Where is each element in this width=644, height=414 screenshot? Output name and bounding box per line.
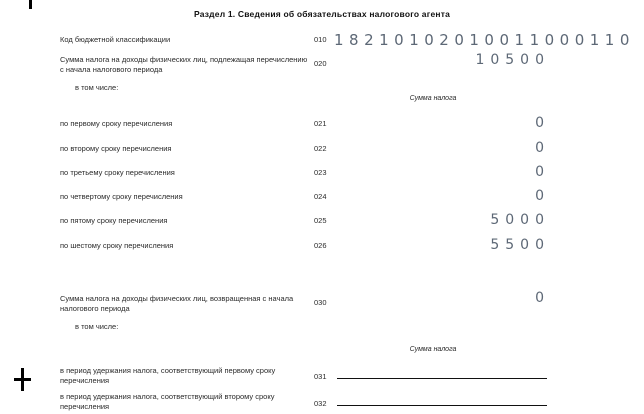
field-label-026: по шестому сроку перечисления (60, 241, 174, 250)
field-value-line-031 (337, 378, 547, 379)
field-label-023: по третьему сроку перечисления (60, 168, 175, 177)
field-code-024: 024 (314, 192, 327, 201)
section-title: Раздел 1. Сведения об обязательствах нал… (193, 9, 451, 19)
field-code-032: 032 (314, 399, 327, 408)
field-label-010: Код бюджетной классификации (60, 35, 171, 44)
field-value-022: 0 (535, 140, 550, 156)
field-value-line-032 (337, 405, 547, 406)
field-label-024: по четвертому сроку перечисления (60, 192, 183, 201)
field-code-020: 020 (314, 59, 327, 68)
field-code-023: 023 (314, 168, 327, 177)
field-value-026: 5500 (490, 237, 550, 253)
field-value-025: 5000 (490, 212, 550, 228)
field-label-031: в период удержания налога, соответствующ… (60, 366, 276, 385)
field-value-010: 18210102010011000110 (334, 31, 635, 49)
field-label-025: по пятому сроку перечисления (60, 216, 168, 225)
field-code-010: 010 (314, 35, 327, 44)
field-value-023: 0 (535, 164, 550, 180)
field-code-025: 025 (314, 216, 327, 225)
field-label-032: в период удержания налога, соответствующ… (60, 392, 275, 411)
field-label-030: Сумма налога на доходы физических лиц, в… (60, 294, 294, 313)
field-label-020: Сумма налога на доходы физических лиц, п… (60, 55, 308, 74)
registration-mark-left-cross-horizontal (14, 378, 31, 381)
field-code-022: 022 (314, 144, 327, 153)
field-value-030: 0 (535, 290, 550, 306)
in-total-label-2: в том числе: (75, 322, 119, 331)
field-code-021: 021 (314, 119, 327, 128)
field-value-024: 0 (535, 188, 550, 204)
sum-column-header-1: Сумма налога (409, 95, 457, 102)
registration-mark-top (29, 0, 32, 9)
field-code-030: 030 (314, 298, 327, 307)
field-value-021: 0 (535, 115, 550, 131)
field-label-021: по первому сроку перечисления (60, 119, 173, 128)
field-value-020: 10500 (475, 52, 550, 68)
field-code-026: 026 (314, 241, 327, 250)
in-total-label-1: в том числе: (75, 83, 119, 92)
field-code-031: 031 (314, 372, 327, 381)
field-label-022: по второму сроку перечисления (60, 144, 172, 153)
sum-column-header-2: Сумма налога (409, 346, 457, 353)
